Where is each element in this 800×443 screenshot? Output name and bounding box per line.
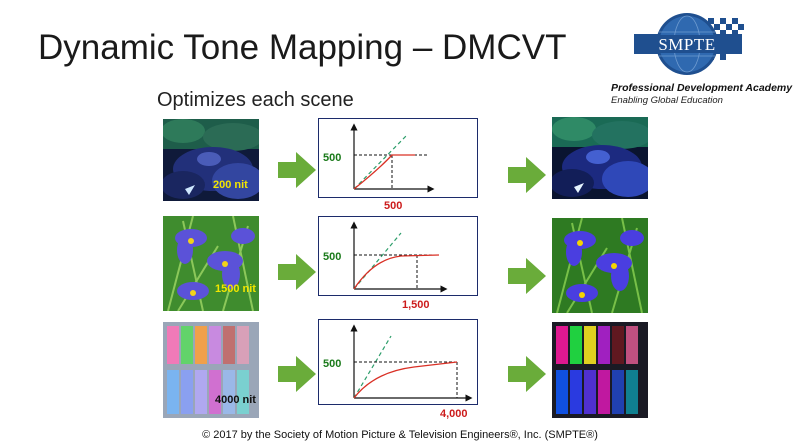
right-arrow-icon (278, 254, 316, 290)
source-image-flowers: 1500 nit (163, 216, 259, 311)
y-axis-label: 500 (323, 358, 342, 370)
source-nit-label: 4000 nit (215, 394, 256, 406)
source-nit-label: 200 nit (213, 179, 248, 191)
x-axis-label: 4,000 (440, 408, 468, 420)
right-arrow-icon (508, 157, 546, 193)
slide-title: Dynamic Tone Mapping – DMCVT (38, 28, 567, 67)
right-arrow-icon (508, 258, 546, 294)
right-arrow-icon (278, 152, 316, 188)
smpte-logo-text: SMPTE (658, 35, 716, 54)
y-axis-label: 500 (323, 152, 342, 164)
source-image-pastels: 4000 nit (163, 322, 259, 418)
tone-curve-graph: 500 (318, 118, 478, 198)
slide-subtitle: Optimizes each scene (157, 89, 354, 111)
y-axis-label: 500 (323, 251, 342, 263)
tone-curve-graph: 500 (318, 319, 478, 405)
source-nit-label: 1500 nit (215, 283, 256, 295)
org-tagline: Enabling Global Education (611, 95, 723, 106)
smpte-logo: SMPTE (632, 8, 752, 80)
x-axis-label: 1,500 (402, 299, 430, 311)
right-arrow-icon (278, 356, 316, 392)
source-image-underwater: 200 nit (163, 119, 259, 201)
output-image-underwater (552, 117, 648, 199)
tone-curve-graph: 500 (318, 216, 478, 296)
copyright-footer: © 2017 by the Society of Motion Picture … (202, 429, 598, 441)
x-axis-label: 500 (384, 200, 403, 212)
output-image-pastels (552, 322, 648, 418)
right-arrow-icon (508, 356, 546, 392)
output-image-flowers (552, 218, 648, 313)
org-name: Professional Development Academy (611, 82, 793, 94)
